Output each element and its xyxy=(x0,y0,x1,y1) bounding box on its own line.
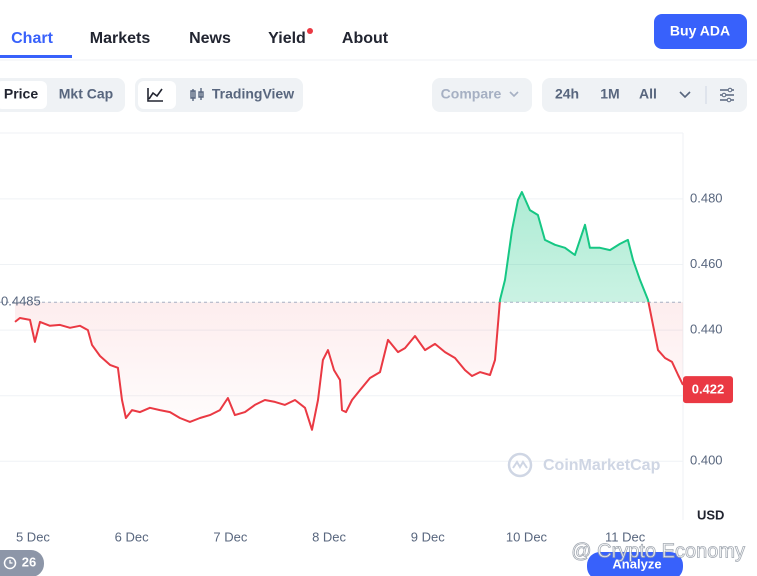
badge-icon xyxy=(3,556,17,570)
watermark-logo xyxy=(507,452,533,478)
badge[interactable] xyxy=(0,550,44,576)
area-up xyxy=(15,192,683,303)
overlay-watermark: @ Crypto Economy xyxy=(571,540,745,562)
compare-dropdown[interactable] xyxy=(432,78,532,112)
settings-knob xyxy=(721,92,727,98)
x-tick-label: 8 Dec xyxy=(312,529,346,544)
range-all[interactable]: All xyxy=(639,86,657,102)
y-unit: USD xyxy=(697,507,724,522)
nav-tab[interactable]: News xyxy=(189,30,231,47)
buy-button-label[interactable]: Buy ADA xyxy=(670,23,730,39)
range-1m[interactable]: 1M xyxy=(600,86,619,102)
settings-knob xyxy=(726,97,732,103)
x-tick-label: 10 Dec xyxy=(506,529,548,544)
price-line-down xyxy=(14,302,684,431)
y-tick-label: 0.400 xyxy=(690,453,723,468)
price-toggle-active[interactable] xyxy=(0,81,47,109)
y-tick-label: 0.440 xyxy=(690,322,723,337)
compare-chevron xyxy=(509,91,519,98)
settings-knob xyxy=(727,87,733,93)
active-tab-underline xyxy=(0,55,72,58)
analyze-label[interactable]: Analyze xyxy=(612,556,661,571)
nav-tab[interactable]: Yield xyxy=(268,30,306,47)
badge-icon-hands xyxy=(9,560,13,564)
range-24h[interactable]: 24h xyxy=(555,86,579,102)
x-tick-label: 5 Dec xyxy=(16,529,50,544)
plot: 0.4485 0.422 xyxy=(0,191,733,431)
watermark: CoinMarketCap xyxy=(507,452,661,478)
x-tick-label: 9 Dec xyxy=(411,529,445,544)
watermark-text: CoinMarketCap xyxy=(543,457,661,474)
candle-icon xyxy=(190,88,204,101)
yield-dot xyxy=(307,28,313,34)
price-line-up xyxy=(498,191,650,303)
nav-tab[interactable]: Chart xyxy=(11,30,53,47)
buy-button[interactable] xyxy=(654,14,747,49)
nav-tabs: Chart Markets News Yield About xyxy=(0,28,757,61)
mktcap-option[interactable]: Mkt Cap xyxy=(59,86,113,102)
current-price-label: 0.422 xyxy=(692,382,725,397)
area-down xyxy=(15,302,683,430)
price-option[interactable]: Price xyxy=(4,86,38,102)
x-tick-label: 11 Dec xyxy=(605,529,646,544)
y-tick-label: 0.480 xyxy=(690,190,723,205)
y-tick-label: 0.460 xyxy=(690,256,723,271)
current-price-tag xyxy=(683,376,733,404)
nav-tab[interactable]: About xyxy=(342,30,389,47)
analyze-button[interactable] xyxy=(587,552,683,576)
nav-tab[interactable]: Markets xyxy=(90,30,151,47)
range-toggle xyxy=(542,78,747,112)
watermark-logo-mark xyxy=(512,460,528,469)
x-tick-label: 6 Dec xyxy=(115,529,149,544)
chart-style-toggle xyxy=(135,78,303,112)
tradingview-option[interactable]: TradingView xyxy=(212,86,294,102)
baseline-label: 0.4485 xyxy=(1,294,41,309)
x-tick-label: 7 Dec xyxy=(213,529,247,544)
badge-count[interactable]: 26 xyxy=(22,554,36,569)
line-icon xyxy=(147,88,163,102)
range-chevron[interactable] xyxy=(679,91,691,99)
compare-label[interactable]: Compare xyxy=(441,86,502,102)
